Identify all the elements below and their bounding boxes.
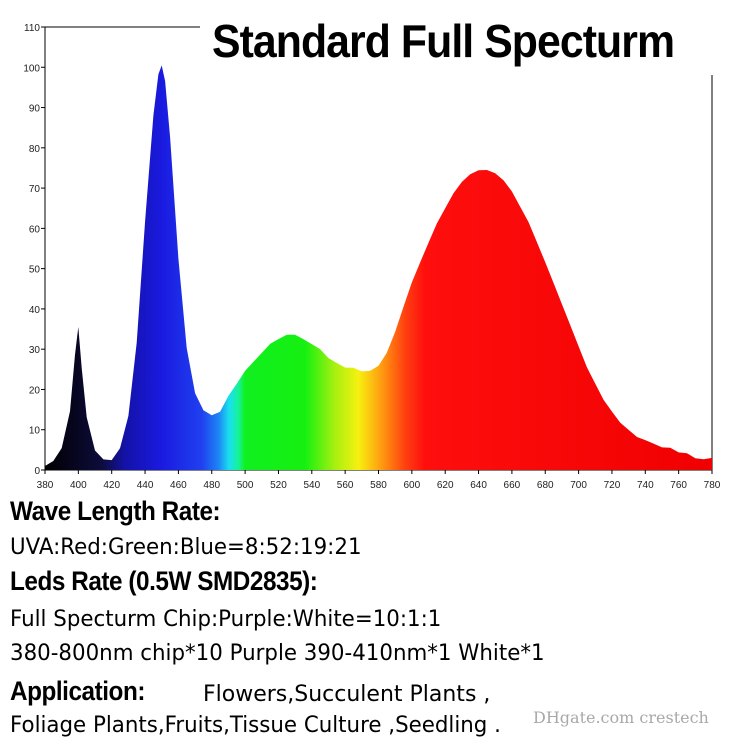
watermark: DHgate.com crestech (533, 708, 709, 727)
x-tick-label: 700 (570, 480, 587, 491)
x-tick-label: 620 (437, 480, 454, 491)
y-tick-label: 70 (29, 184, 41, 195)
y-tick-label: 0 (34, 466, 40, 477)
y-tick-label: 110 (24, 23, 40, 34)
x-tick-label: 440 (137, 480, 154, 491)
x-tick-label: 380 (37, 480, 54, 491)
x-tick-label: 500 (237, 480, 254, 491)
application-line-1: Flowers,Succulent Plants , (203, 682, 491, 707)
y-tick-label: 50 (29, 265, 41, 276)
y-tick-label: 10 (29, 426, 41, 437)
chart-title: Standard Full Specturm (212, 15, 675, 67)
x-tick-label: 400 (70, 480, 87, 491)
x-tick-label: 580 (370, 480, 387, 491)
application-heading: Application: (10, 676, 145, 706)
x-tick-label: 420 (103, 480, 120, 491)
x-tick-label: 480 (203, 480, 220, 491)
spectrum-chart: 380 400 420 440 460 480 500 520 540 560 580 600 620 6… (23, 15, 721, 491)
x-tick-label: 660 (504, 480, 521, 491)
x-tick-label: 540 (303, 480, 320, 491)
spectrum-area (45, 65, 712, 471)
y-tick-label: 30 (29, 345, 41, 356)
y-tick-label: 20 (29, 385, 41, 396)
application-line-2: Foliage Plants,Fruits,Tissue Culture ,Se… (10, 713, 501, 738)
x-tick-label: 680 (537, 480, 554, 491)
y-tick-label: 60 (29, 224, 41, 235)
x-tick-label: 640 (470, 480, 487, 491)
leds-rate-line-1: Full Specturm Chip:Purple:White=10:1:1 (10, 607, 442, 632)
x-tick-label: 520 (270, 480, 287, 491)
x-tick-label: 740 (637, 480, 654, 491)
y-tick-label: 90 (29, 104, 41, 115)
y-tick-label: 100 (23, 63, 40, 74)
y-tick-label: 40 (29, 305, 41, 316)
application-row: Application: Flowers,Succulent Plants , (10, 676, 490, 706)
wave-length-ratio: UVA:Red:Green:Blue=8:52:19:21 (10, 535, 362, 560)
spectrum-chart-svg: 380 400 420 440 460 480 500 520 540 560 580 600 620 6… (23, 23, 721, 491)
x-tick-label: 560 (337, 480, 354, 491)
x-tick-label: 780 (704, 480, 721, 491)
x-tick-label: 720 (604, 480, 621, 491)
x-tick-label: 760 (670, 480, 687, 491)
leds-rate-line-2: 380-800nm chip*10 Purple 390-410nm*1 Whi… (10, 641, 545, 666)
y-tick-label: 80 (29, 144, 41, 155)
x-tick-label: 600 (404, 480, 421, 491)
wave-length-heading: Wave Length Rate: (10, 496, 221, 526)
x-tick-label: 460 (170, 480, 187, 491)
leds-rate-heading: Leds Rate (0.5W SMD2835): (10, 566, 318, 596)
